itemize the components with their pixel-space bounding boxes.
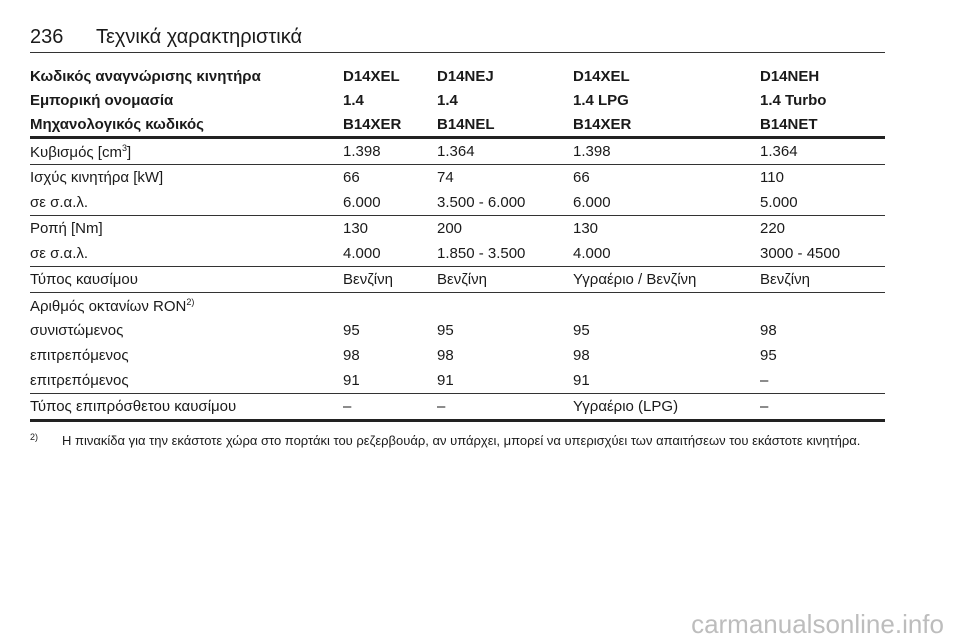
table-cell: 98 — [437, 347, 454, 364]
table-cell: – — [343, 393, 437, 422]
table-row: συνιστώμενος 95 95 95 98 — [30, 318, 885, 343]
table-cell: Βενζίνη — [437, 266, 573, 293]
table-cell: Τύπος καυσίμου — [30, 266, 343, 293]
superscript: 2) — [186, 296, 195, 307]
header-cell: 1.4 Turbo — [760, 91, 827, 109]
table-cell: Υγραέριο (LPG) — [573, 393, 760, 422]
table-cell: 130 — [343, 220, 369, 237]
header-cell: 1.4 — [343, 91, 364, 109]
header-cell: 1.4 LPG — [573, 91, 629, 109]
table-cell: Ισχύς κινητήρα [kW] — [30, 169, 164, 186]
table-cell: Τύπος επιπρόσθετου καυσίμου — [30, 393, 343, 422]
table-cell: 1.398 — [343, 137, 437, 165]
table-cell: 98 — [760, 322, 777, 339]
table-cell: 110 — [760, 169, 784, 186]
table-row: σε σ.α.λ. 4.000 1.850 - 3.500 4.000 3000 - 4… — [30, 241, 885, 267]
table-cell: επιτρεπόμενος — [30, 368, 343, 394]
table-cell: 91 — [437, 368, 573, 394]
table-cell: επιτρεπόμενος — [30, 347, 129, 364]
table-cell: 91 — [343, 368, 437, 394]
table-cell: συνιστώμενος — [30, 322, 124, 339]
footnote-marker: 2) — [30, 432, 39, 442]
header-cell: D14NEH — [760, 67, 820, 85]
header-cell: Μηχανολογικός κωδικός — [30, 112, 343, 139]
table-cell: 3.500 - 6.000 — [437, 190, 573, 216]
table-cell: 4.000 — [573, 241, 760, 267]
table-row: Αριθμός οκτανίων RON2) — [30, 293, 885, 319]
table-cell: 6.000 — [573, 190, 760, 216]
table-cell: 66 — [343, 169, 360, 186]
table-cell: 4.000 — [343, 241, 437, 267]
table-cell: 91 — [573, 368, 760, 394]
header-cell: B14XER — [573, 112, 760, 139]
table-row: σε σ.α.λ. 6.000 3.500 - 6.000 6.000 5.000 — [30, 190, 885, 216]
cell-text: Αριθμός οκτανίων RON — [30, 297, 187, 315]
page-number: 236 — [30, 26, 64, 48]
header-cell: Κωδικός αναγνώρισης κινητήρα — [30, 67, 261, 85]
table-cell: 1.398 — [573, 137, 760, 165]
header-row: Κωδικός αναγνώρισης κινητήρα D14XEL D14NEJ… — [30, 64, 885, 88]
table-cell: 95 — [343, 322, 360, 339]
cell-text: ] — [127, 143, 132, 161]
superscript: 3 — [121, 142, 127, 153]
table-row: επιτρεπόμενος 91 91 91– — [30, 368, 885, 394]
table-cell: σε σ.α.λ. — [30, 190, 343, 216]
table-cell: σε σ.α.λ. — [30, 241, 343, 267]
table-cell: 130 — [573, 220, 599, 237]
table-cell: 200 — [437, 220, 463, 237]
header-cell: Εμπορική ονομασία — [30, 91, 174, 109]
header-cell: D14NEJ — [437, 67, 494, 85]
table-cell: – — [760, 368, 885, 394]
table-cell: 74 — [437, 169, 454, 186]
header-cell: B14XER — [343, 112, 437, 139]
table-cell: 1.364 — [760, 137, 885, 165]
table-cell: 1.364 — [437, 137, 573, 165]
table-cell: 66 — [573, 169, 590, 186]
header-cell: B14NET — [760, 112, 885, 139]
table-cell: – — [760, 393, 885, 422]
table-row: Ισχύς κινητήρα [kW] 66 74 66 110 — [30, 165, 885, 191]
header-row: Μηχανολογικός κωδικός B14XER B14NEL B14XER B… — [30, 112, 885, 139]
header-row: Εμπορική ονομασία 1.4 1.4 1.4 LPG 1.4 Turbo — [30, 88, 885, 112]
page-title: Τεχνικά χαρακτηριστικά — [96, 26, 303, 48]
table-cell: Βενζίνη — [760, 266, 885, 293]
table-cell: Κυβισμός [cm3] — [30, 137, 343, 165]
header-cell: 1.4 — [437, 91, 458, 109]
header-cell: D14XEL — [343, 67, 400, 85]
table-cell: 220 — [760, 220, 786, 237]
table-cell: 3000 - 4500 — [760, 241, 885, 267]
footnote: 2) Η πινακίδα για την εκάστοτε χώρα στο … — [30, 432, 890, 448]
table-cell: Αριθμός οκτανίων RON2) — [30, 293, 885, 319]
table-cell: Υγραέριο / Βενζίνη — [573, 266, 760, 293]
table-row: Τύπος καυσίμου Βενζίνη Βενζίνη Υγραέριο / Β… — [30, 266, 885, 293]
footnote-text: Η πινακίδα για την εκάστοτε χώρα στο πορ… — [62, 433, 861, 448]
table-cell: 6.000 — [343, 190, 437, 216]
table-cell: 1.850 - 3.500 — [437, 241, 573, 267]
watermark: carmanualsonline.info — [691, 609, 944, 639]
page-header: 236 Τεχνικά χαρακτηριστικά — [30, 26, 885, 53]
table-cell: 98 — [573, 347, 590, 364]
table-cell: 5.000 — [760, 190, 885, 216]
table-row: Κυβισμός [cm3] 1.398 1.364 1.398 1.364 — [30, 137, 885, 165]
table-cell: Βενζίνη — [343, 266, 437, 293]
table-row: Ροπή [Nm] 130 200 130 220 — [30, 216, 885, 242]
table-cell: 95 — [573, 322, 590, 339]
table-cell: Ροπή [Nm] — [30, 220, 103, 237]
header-cell: D14XEL — [573, 67, 630, 85]
table-cell: 98 — [343, 347, 360, 364]
table-cell: – — [437, 393, 573, 422]
header-cell: B14NEL — [437, 112, 573, 139]
cell-text: Κυβισμός [cm — [30, 143, 122, 161]
spec-table: Κωδικός αναγνώρισης κινητήρα D14XEL D14NEJ… — [30, 64, 885, 422]
table-row: Τύπος επιπρόσθετου καυσίμου – – Υγραέριο (L… — [30, 393, 885, 422]
table-cell: 95 — [760, 347, 777, 364]
table-cell: 95 — [437, 322, 454, 339]
table-row: επιτρεπόμενος 98 98 98 95 — [30, 343, 885, 368]
